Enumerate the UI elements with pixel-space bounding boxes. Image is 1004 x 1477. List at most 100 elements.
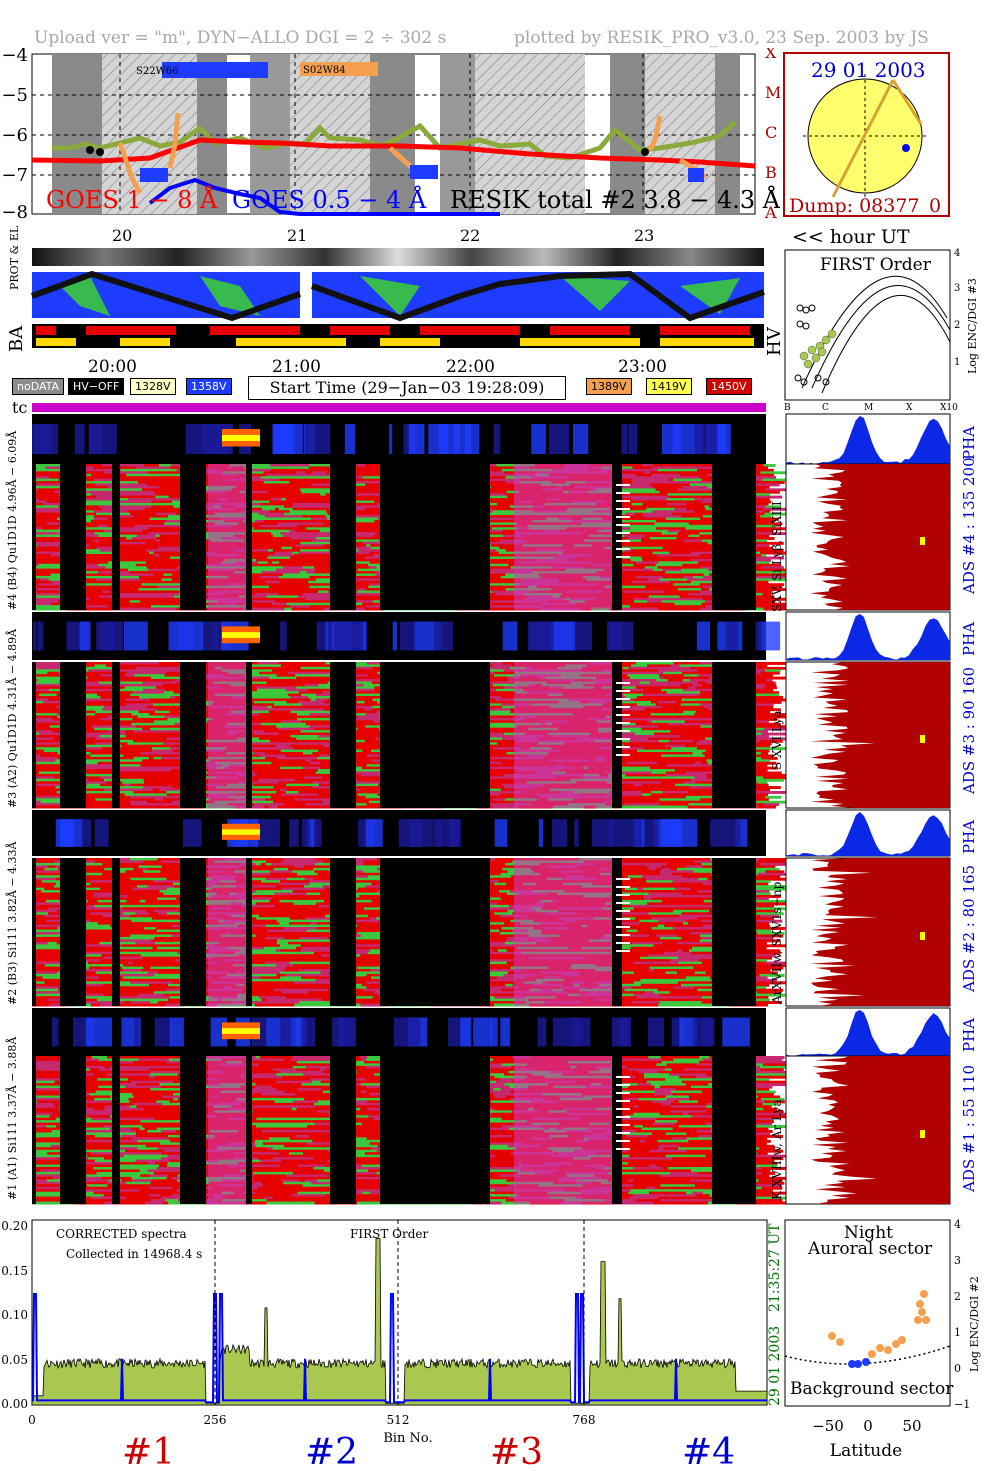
resik-green-curve bbox=[52, 120, 737, 161]
spectrogram-stack bbox=[32, 413, 951, 1205]
goes-class-label: C bbox=[765, 123, 777, 142]
channel4-line: SXV, Si Lyβ, SiXIII bbox=[770, 501, 784, 612]
legend-1328v: 1328V bbox=[130, 378, 176, 395]
prot-label: PROT & EL bbox=[8, 225, 21, 290]
first-order-xtick: X bbox=[906, 403, 913, 413]
first-order-xtick: X10 bbox=[940, 403, 958, 413]
section-label-1: #1 bbox=[122, 1432, 175, 1473]
latitude-ylabel: Log ENC/DGI #2 bbox=[968, 1276, 981, 1372]
latitude-ytick: 0 bbox=[954, 1362, 961, 1375]
first-order-ytick: 3 bbox=[954, 283, 960, 294]
spectra-xlabel: Bin No. bbox=[383, 1431, 432, 1446]
spectra-ytick: 0.10 bbox=[1, 1308, 28, 1322]
channel4-label: #4 (B4) Qu1D1D 4.96Å − 6.09Å bbox=[6, 430, 19, 610]
goes-class-label: A bbox=[764, 203, 777, 220]
legend-1419v: 1419V bbox=[646, 378, 692, 395]
channel1-ads: ADS #1 : 55 110 bbox=[960, 1064, 978, 1192]
spectra-text2: Collected in 14968.4 s bbox=[66, 1247, 202, 1261]
hour-axis-label: << hour UT bbox=[792, 226, 910, 248]
spectra-xtick: 512 bbox=[387, 1413, 410, 1427]
spectra-text1: CORRECTED spectra bbox=[56, 1227, 187, 1241]
hour-tick: 20 bbox=[112, 226, 133, 245]
resik-label: RESIK total #2 3.8 − 4.3 Å bbox=[450, 185, 780, 214]
spectra-ytick: 0.20 bbox=[1, 1219, 28, 1233]
first-order-xtick: C bbox=[822, 403, 829, 413]
spectra-xtick: 256 bbox=[204, 1413, 227, 1427]
time-tick: 21:00 bbox=[272, 357, 321, 377]
goes-ytick: −5 bbox=[1, 85, 28, 106]
spectra-date: 29 01 2003 bbox=[767, 1326, 783, 1406]
latitude-title1: Night bbox=[844, 1223, 893, 1243]
goes-ytick: −4 bbox=[1, 48, 28, 66]
region2-label: S02W84 bbox=[303, 65, 346, 76]
legend-nodata: noDATA bbox=[12, 378, 65, 395]
channel3-line: S XVI Lya bbox=[770, 710, 784, 771]
legend-1389v: 1389V bbox=[586, 378, 632, 395]
header-right: plotted by RESIK_PRO_v3.0, 23 Sep. 2003 … bbox=[514, 28, 929, 48]
hour-tick: 21 bbox=[287, 226, 308, 245]
orbit-panel bbox=[30, 248, 765, 348]
first-order-xtick: M bbox=[864, 403, 873, 413]
spectrum-blue bbox=[32, 1293, 767, 1404]
channel1-label: #1 (A1) Si111 3.37Å − 3.88Å bbox=[6, 1036, 19, 1200]
goes-class-label: X bbox=[765, 48, 777, 62]
channel1-line: K XVIIIw, Ar Lya bbox=[770, 1099, 784, 1200]
latitude-ytick: −1 bbox=[954, 1398, 970, 1411]
goes-class-label: M bbox=[765, 83, 780, 102]
sun-dump: Dump: 08377_0 bbox=[789, 195, 941, 217]
night-shading bbox=[52, 54, 740, 214]
tc-label: tc bbox=[12, 398, 28, 417]
goes-short-curve bbox=[148, 177, 500, 216]
channel2-label: #2 (B3) Si111 3.82Å − 4.33Å bbox=[6, 841, 19, 1005]
latitude-ytick: 2 bbox=[954, 1290, 961, 1303]
sun-disk-panel: 29 01 2003 Dump: 08377_0 bbox=[783, 52, 950, 217]
goes-class-label: B bbox=[765, 163, 777, 182]
first-order-ytick: 2 bbox=[954, 320, 960, 331]
header-left: Upload ver = "m", DYN−ALLO DGI = 2 ÷ 302… bbox=[34, 28, 447, 48]
pha-label: PHA bbox=[960, 621, 978, 656]
spectra-text3: FIRST Order bbox=[350, 1227, 428, 1241]
spectra-ytick: 0.05 bbox=[1, 1353, 28, 1367]
first-order-ylabel: Log ENC/DGI #3 bbox=[966, 278, 979, 374]
pha-label: PHA bbox=[960, 1017, 978, 1052]
latitude-xtick: 0 bbox=[863, 1417, 873, 1435]
spectra-xtick: 0 bbox=[28, 1413, 36, 1427]
latitude-xlabel: Latitude bbox=[830, 1441, 902, 1461]
pha-label: PHA bbox=[960, 819, 978, 854]
spectra-ytick: 0.00 bbox=[1, 1397, 28, 1411]
legend-hvoff: HV−OFF bbox=[68, 378, 125, 395]
goes-short-label: GOES 0.5 − 4 Å bbox=[232, 185, 427, 214]
time-tick: 23:00 bbox=[618, 357, 667, 377]
channel4-ads: ADS #4 : 135 200 bbox=[960, 457, 978, 594]
spectra-timestamp: 21:35:27 UT bbox=[767, 1223, 783, 1312]
spectra-plot: CORRECTED spectra Collected in 14968.4 s… bbox=[1, 1219, 783, 1473]
hour-tick: 23 bbox=[634, 226, 655, 245]
time-tick: 20:00 bbox=[88, 357, 137, 377]
section-label-2: #2 bbox=[305, 1432, 358, 1473]
start-time-box: Start Time (29−Jan−03 19:28:09) bbox=[248, 376, 566, 400]
hour-tick: 22 bbox=[460, 226, 481, 245]
goes-long-curve bbox=[31, 137, 756, 169]
pha-label: PHA bbox=[960, 425, 978, 460]
latitude-xtick: −50 bbox=[812, 1417, 844, 1435]
latitude-title2: Auroral sector bbox=[807, 1239, 933, 1259]
section-label-4: #4 bbox=[682, 1432, 735, 1473]
spectra-xtick: 768 bbox=[573, 1413, 596, 1427]
section-label-3: #3 bbox=[490, 1432, 543, 1473]
time-tick: 22:00 bbox=[446, 357, 495, 377]
legend-1450v: 1450V bbox=[706, 378, 752, 395]
latitude-ytick: 4 bbox=[954, 1218, 961, 1231]
goes-ytick: −8 bbox=[1, 202, 28, 220]
goes-ytick: −6 bbox=[1, 125, 28, 146]
first-order-ytick: 4 bbox=[954, 248, 960, 259]
latitude-ytick: 3 bbox=[954, 1254, 961, 1267]
goes-lightcurve-plot: S22W66 S02W84 GOES 1 − 8 Å GOES 0.5 − 4 … bbox=[1, 48, 780, 220]
channel2-line: ArXVIIw, SXV1s−np bbox=[770, 881, 784, 1004]
first-order-ytick: 1 bbox=[954, 357, 960, 368]
tc-bar bbox=[32, 403, 766, 412]
channel3-ads: ADS #3 : 90 160 bbox=[960, 666, 978, 794]
channel2-ads: ADS #2 : 80 165 bbox=[960, 864, 978, 992]
latitude-plot: Night Auroral sector Background sector −… bbox=[784, 1218, 981, 1461]
first-order-plot: FIRST Order B C M X X10 1 2 3 4 Log ENC/… bbox=[784, 248, 979, 413]
goes-long-label: GOES 1 − 8 Å bbox=[46, 185, 218, 214]
